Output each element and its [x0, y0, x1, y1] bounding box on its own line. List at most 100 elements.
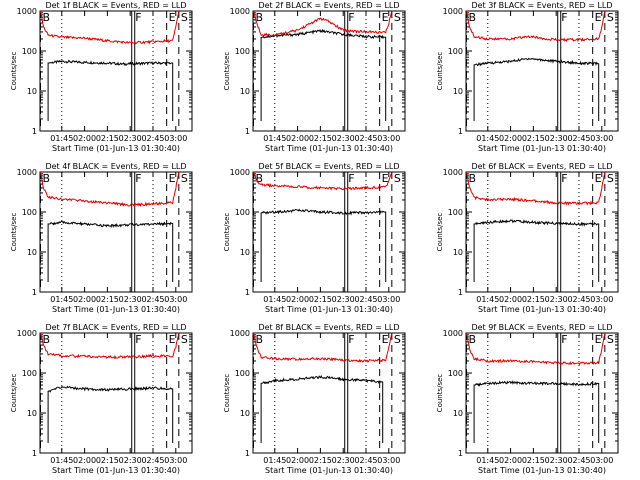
plot-frame	[39, 171, 193, 293]
marker-label: E	[169, 11, 176, 24]
x-tick-label: 01:45	[263, 456, 286, 465]
x-tick-label: 03:00	[377, 456, 400, 465]
x-axis-label: Start Time (01-Jun-13 01:30:40)	[478, 466, 606, 475]
y-tick-label: 1	[32, 127, 37, 136]
y-tick-label: 1000	[17, 329, 37, 338]
x-tick-label: 02:30	[545, 456, 568, 465]
x-tick-label: 02:30	[332, 134, 355, 143]
y-tick-label: 1	[245, 127, 250, 136]
y-tick-label: 1000	[443, 329, 463, 338]
series-line-lld	[466, 171, 606, 206]
marker-label: E	[169, 333, 176, 346]
y-tick-label: 1	[458, 288, 463, 297]
x-tick-label: 01:45	[476, 295, 499, 304]
x-tick-label: 01:45	[50, 134, 73, 143]
marker-label: F	[348, 11, 354, 24]
x-tick-label: 02:15	[96, 295, 119, 304]
series-line-lld	[253, 332, 393, 364]
y-tick-label: 1	[245, 288, 250, 297]
x-tick-label: 02:30	[119, 134, 142, 143]
x-tick-label: 02:15	[309, 295, 332, 304]
marker-label: F	[348, 172, 354, 185]
y-tick-label: 10	[27, 248, 37, 257]
chart-title: Det 9f BLACK = Events, RED = LLD	[471, 323, 612, 332]
y-axis-label: Counts/sec	[223, 213, 231, 252]
x-tick-label: 02:15	[309, 456, 332, 465]
marker-label: B	[256, 11, 264, 24]
marker-label: B	[43, 333, 51, 346]
marker-label: S	[607, 11, 614, 24]
x-tick-label: 03:00	[377, 134, 400, 143]
chart-title: Det 1f BLACK = Events, RED = LLD	[45, 1, 186, 10]
y-tick-label: 1	[32, 449, 37, 458]
x-tick-label: 03:00	[590, 295, 613, 304]
y-axis-label: Counts/sec	[436, 52, 444, 91]
y-axis-label: Counts/sec	[436, 213, 444, 252]
x-tick-label: 02:00	[73, 456, 96, 465]
x-tick-label: 02:15	[96, 456, 119, 465]
y-tick-label: 1	[245, 449, 250, 458]
series-line-events	[260, 208, 387, 282]
y-tick-label: 100	[448, 208, 463, 217]
x-tick-label: 02:30	[545, 295, 568, 304]
y-axis-label: Counts/sec	[223, 52, 231, 91]
x-tick-label: 01:45	[476, 456, 499, 465]
marker-label: E	[382, 11, 389, 24]
x-tick-label: 02:00	[499, 456, 522, 465]
x-tick-label: 01:45	[476, 134, 499, 143]
series-line-lld	[40, 332, 180, 360]
marker-label: B	[469, 333, 477, 346]
x-tick-label: 01:45	[50, 295, 73, 304]
marker-label: F	[561, 11, 567, 24]
chart-title: Det 6f BLACK = Events, RED = LLD	[471, 162, 612, 171]
x-axis-label: Start Time (01-Jun-13 01:30:40)	[265, 144, 393, 153]
plot-frame	[39, 332, 193, 454]
series-line-lld	[466, 10, 606, 43]
x-tick-label: 03:00	[377, 295, 400, 304]
x-tick-label: 02:15	[522, 456, 545, 465]
marker-label: S	[394, 333, 401, 346]
y-axis-label: Counts/sec	[10, 52, 18, 91]
x-tick-label: 02:30	[119, 295, 142, 304]
marker-label: F	[561, 333, 567, 346]
x-tick-label: 02:45	[567, 134, 590, 143]
marker-label: S	[607, 333, 614, 346]
x-tick-label: 02:30	[332, 295, 355, 304]
x-tick-label: 02:45	[354, 134, 377, 143]
x-tick-label: 02:45	[141, 456, 164, 465]
x-axis-label: Start Time (01-Jun-13 01:30:40)	[478, 144, 606, 153]
series-line-events	[473, 57, 600, 121]
x-tick-label: 02:30	[332, 456, 355, 465]
series-line-events	[47, 59, 174, 121]
y-tick-label: 1	[458, 127, 463, 136]
y-tick-label: 1000	[443, 7, 463, 16]
y-tick-label: 10	[453, 87, 463, 96]
x-tick-label: 02:15	[522, 134, 545, 143]
marker-label: B	[256, 333, 264, 346]
x-tick-label: 03:00	[164, 295, 187, 304]
y-tick-label: 1000	[230, 329, 250, 338]
x-axis-label: Start Time (01-Jun-13 01:30:40)	[265, 466, 393, 475]
plot-frame	[39, 10, 193, 132]
chart-title: Det 5f BLACK = Events, RED = LLD	[258, 162, 399, 171]
y-tick-label: 100	[448, 47, 463, 56]
chart-title: Det 7f BLACK = Events, RED = LLD	[45, 323, 186, 332]
marker-label: F	[135, 333, 141, 346]
series-line-lld	[40, 171, 180, 208]
x-tick-label: 03:00	[590, 134, 613, 143]
y-tick-label: 100	[22, 47, 37, 56]
y-tick-label: 1	[458, 449, 463, 458]
x-tick-label: 02:00	[499, 295, 522, 304]
y-tick-label: 10	[27, 409, 37, 418]
y-tick-label: 100	[22, 369, 37, 378]
y-tick-label: 10	[240, 409, 250, 418]
marker-label: E	[595, 333, 602, 346]
series-line-events	[47, 220, 174, 282]
y-tick-label: 10	[240, 87, 250, 96]
y-tick-label: 100	[448, 369, 463, 378]
marker-label: B	[469, 172, 477, 185]
